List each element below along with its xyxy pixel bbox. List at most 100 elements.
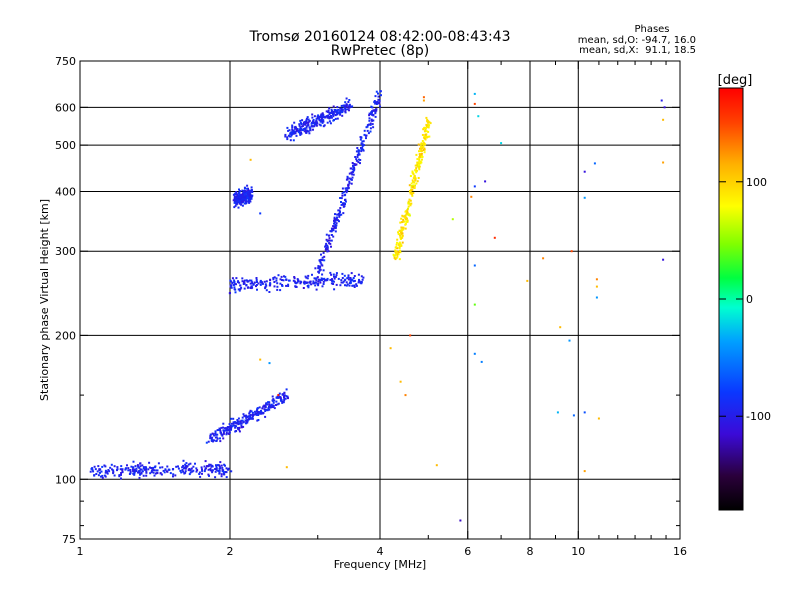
data-point: [272, 399, 274, 402]
data-point: [333, 226, 336, 229]
data-point: [243, 194, 246, 197]
chart-subtitle: RwPretec (8p): [331, 43, 429, 59]
data-point: [112, 470, 115, 473]
data-point: [330, 116, 333, 119]
data-point: [251, 286, 254, 289]
data-point: [342, 191, 345, 194]
data-point: [220, 431, 222, 434]
data-point: [417, 143, 420, 146]
data-point: [238, 422, 241, 425]
data-point: [662, 161, 665, 164]
data-point: [305, 119, 308, 122]
data-point: [329, 122, 332, 125]
data-point: [401, 241, 404, 244]
data-point: [400, 233, 403, 236]
data-point: [258, 406, 261, 409]
data-point: [231, 277, 234, 280]
data-point: [348, 180, 351, 183]
data-point: [245, 420, 248, 423]
data-point: [119, 468, 122, 471]
data-point: [332, 229, 335, 232]
data-point: [405, 212, 408, 215]
data-point: [286, 126, 289, 129]
data-point: [414, 177, 417, 180]
data-point: [297, 129, 300, 132]
data-point: [414, 184, 416, 187]
data-point: [256, 288, 258, 291]
data-point: [290, 134, 293, 137]
data-point: [133, 472, 136, 475]
data-point: [238, 196, 241, 199]
data-point: [402, 228, 405, 231]
data-point: [239, 422, 242, 425]
data-point: [249, 414, 252, 416]
data-point: [103, 464, 106, 467]
data-point: [235, 191, 238, 193]
data-point: [341, 272, 344, 275]
data-point: [420, 148, 423, 151]
data-point: [333, 222, 335, 225]
data-point: [422, 144, 425, 147]
data-point: [334, 218, 336, 221]
data-point: [321, 278, 324, 281]
data-point: [315, 120, 318, 123]
data-point: [362, 276, 365, 279]
data-point: [323, 255, 326, 258]
data-point: [351, 105, 354, 108]
data-point: [348, 99, 351, 101]
data-point: [568, 339, 571, 342]
x-tick-label: 2: [227, 545, 234, 558]
data-point: [236, 427, 239, 429]
data-point: [348, 106, 351, 109]
data-point: [235, 200, 238, 203]
data-point: [238, 191, 241, 194]
data-point: [343, 194, 346, 197]
data-point: [257, 282, 260, 285]
data-point: [201, 468, 203, 471]
data-point: [226, 429, 229, 432]
data-point: [246, 184, 249, 187]
data-point: [182, 464, 185, 467]
data-point: [241, 194, 244, 197]
stats-x-mode: mean, sd,X: 91.1, 18.5: [579, 45, 696, 56]
data-point: [240, 203, 243, 206]
data-point: [299, 127, 302, 130]
data-point: [353, 284, 356, 287]
data-point: [361, 143, 364, 146]
data-point: [425, 127, 427, 130]
data-point: [333, 288, 336, 291]
data-point: [358, 149, 360, 152]
data-point: [245, 284, 248, 286]
data-point: [414, 164, 417, 167]
data-point: [300, 132, 303, 135]
data-point: [242, 413, 245, 416]
data-point: [148, 461, 151, 464]
data-point: [296, 281, 299, 284]
data-point: [309, 280, 312, 283]
data-point: [234, 192, 237, 195]
data-point: [209, 463, 212, 466]
data-point: [302, 121, 305, 124]
data-point: [332, 105, 335, 108]
data-point: [209, 469, 212, 472]
x-tick-label: 4: [377, 545, 384, 558]
data-point: [172, 475, 174, 478]
data-point: [299, 119, 302, 122]
data-point: [421, 156, 423, 158]
data-point: [234, 426, 237, 429]
data-point: [370, 105, 373, 108]
data-point: [249, 197, 252, 200]
data-point: [355, 284, 358, 287]
data-point: [422, 141, 425, 144]
data-point: [330, 108, 333, 111]
data-point: [339, 107, 342, 110]
data-point: [335, 224, 338, 227]
y-tick-label: 100: [55, 473, 76, 486]
data-point: [240, 426, 243, 429]
data-point: [145, 471, 148, 474]
data-point: [225, 428, 228, 431]
data-point: [164, 468, 167, 471]
data-point: [169, 472, 172, 475]
data-point: [234, 200, 236, 202]
data-point: [333, 277, 336, 280]
